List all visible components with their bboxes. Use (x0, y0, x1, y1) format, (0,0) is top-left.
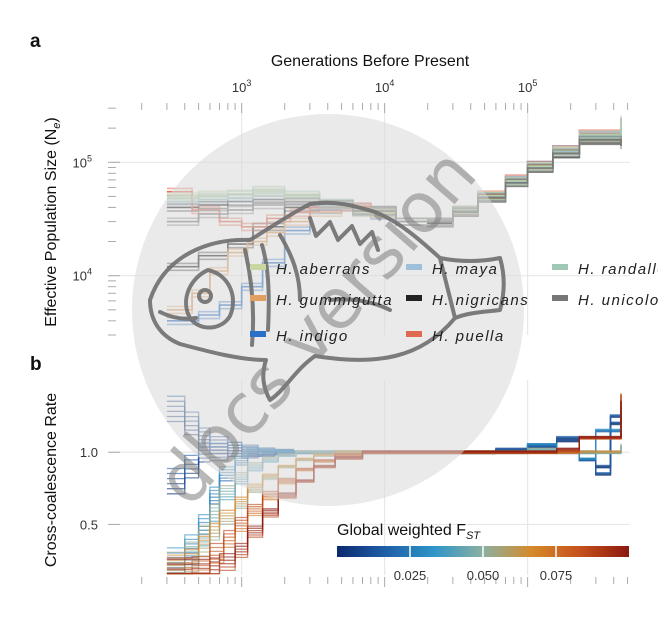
watermark: dbcs version (132, 114, 524, 521)
legend-swatch (406, 264, 422, 270)
colorbar-tick-label: 0.025 (394, 568, 427, 583)
legend-label: H. indigo (276, 328, 349, 345)
legend-swatch (250, 295, 266, 301)
legend-item: H. nigricans (406, 292, 529, 309)
colorbar-tick-label: 0.050 (467, 568, 500, 583)
legend-swatch (250, 331, 266, 337)
legend-swatch (406, 331, 422, 337)
colorbar-tick-label: 0.075 (540, 568, 573, 583)
legend-item: H. unicolor (552, 292, 658, 309)
legend-label: H. puella (432, 328, 505, 345)
legend-item: H. randallorum (552, 261, 658, 278)
legend-item: H. gummigutta (250, 292, 393, 309)
legend-swatch (406, 295, 422, 301)
panel-b-ticks: 0.5 1.0 (80, 445, 629, 587)
legend-swatch (250, 264, 266, 270)
legend-item: H. maya (406, 261, 498, 278)
x-tick-label: 103 (232, 78, 251, 95)
legend-label: H. maya (432, 261, 498, 278)
x-tick-label: 104 (375, 78, 394, 95)
legend-swatch (552, 295, 568, 301)
fish-icon (148, 200, 506, 402)
panel-a-label: a (30, 31, 41, 52)
legend-label: H. unicolor (578, 292, 658, 309)
legend-label: H. aberrans (276, 261, 371, 278)
watermark-disc (132, 114, 524, 506)
panel-b-y-axis-title: Cross-coalescence Rate (43, 393, 60, 567)
colorbar-title: Global weighted FST (337, 522, 481, 542)
panel-a-y-axis-title: Effective Population Size (Ne) (43, 117, 63, 326)
panel-b-label: b (30, 354, 42, 375)
ylabel-subscript: e (51, 123, 63, 129)
colorbar-ticks: 0.025 0.050 0.075 (394, 546, 573, 583)
legend-label: H. nigricans (432, 292, 529, 309)
legend-item: H. indigo (250, 328, 349, 345)
panel-a-legend: H. aberrans H. gummigutta H. indigo H. maya… (250, 261, 658, 345)
legend-swatch (552, 264, 568, 270)
legend-item: H. puella (406, 328, 505, 345)
panel-a-x-axis-title: Generations Before Present (271, 53, 470, 70)
y-tick-label: 105 (73, 153, 92, 170)
y-tick-label: 0.5 (80, 517, 98, 532)
colorbar-title-subscript: ST (466, 530, 481, 542)
panel-a-ticks: 103 104 105 105 104 (73, 78, 629, 336)
y-tick-label: 1.0 (80, 445, 98, 460)
legend-item: H. aberrans (250, 261, 371, 278)
colorbar: Global weighted FST 0.025 0.050 0.075 (337, 522, 629, 583)
y-tick-label: 104 (73, 267, 92, 284)
x-tick-label: 105 (518, 78, 537, 95)
legend-label: H. randallorum (578, 261, 658, 278)
legend-label: H. gummigutta (276, 292, 393, 309)
